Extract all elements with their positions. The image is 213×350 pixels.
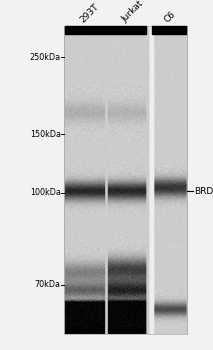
Text: C6: C6 [163,10,178,25]
Text: 293T: 293T [79,2,101,25]
Text: 70kDa: 70kDa [35,280,61,289]
Bar [65,26,146,34]
Text: Jurkat: Jurkat [121,0,145,25]
Text: 100kDa: 100kDa [30,188,61,197]
Text: 250kDa: 250kDa [30,52,61,62]
Text: BRD4: BRD4 [194,187,213,196]
Text: 150kDa: 150kDa [30,130,61,139]
Bar [152,26,186,34]
